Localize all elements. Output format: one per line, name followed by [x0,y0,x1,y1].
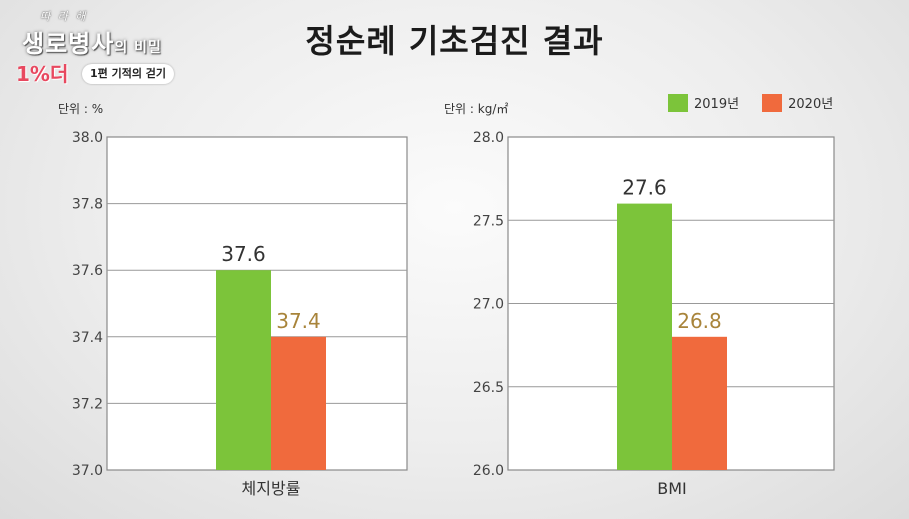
y-tick-label-1-0: 26.0 [473,463,504,479]
y-tick-label-1-4: 28.0 [473,130,504,146]
data-label-0-1: 37.4 [276,309,321,333]
y-tick-label-1-1: 26.5 [473,380,504,396]
category-label-1: BMI [657,479,687,498]
data-label-1-1: 26.8 [677,309,722,333]
y-tick-label-1-2: 27.0 [473,297,504,313]
episode-badge: 1편 기적의 걷기 [82,64,175,84]
logo-program-name: 생로병사의 비밀 [22,24,162,59]
legend-swatch-2019 [668,93,688,112]
page-title: 정순례 기초검진 결과 [305,22,604,60]
bar-1-1 [672,336,727,470]
legend-swatch-2020 [762,93,783,112]
data-label-1-0: 27.6 [622,176,667,200]
unit-label-0: 단위 : % [58,102,103,116]
y-tick-label-0-3: 37.6 [72,263,103,279]
logo-program-name-main: 생로병사 [22,30,115,58]
y-tick-label-0-2: 37.4 [72,330,103,346]
logo-mark: 1%더 [16,62,69,86]
logo-small-text: 따 라 해 [40,10,88,23]
y-tick-label-0-1: 37.2 [72,396,103,412]
category-label-0: 체지방률 [242,479,301,498]
unit-label-1: 단위 : kg/㎡ [444,102,508,116]
legend-label-2020: 2020년 [788,97,834,112]
chart-legend: 2019년 2020년 [668,92,851,112]
y-tick-label-0-0: 37.0 [72,463,103,479]
bar-0-1 [271,336,326,470]
legend-label-2019: 2019년 [694,97,740,112]
y-tick-label-0-4: 37.8 [72,197,103,213]
data-label-0-0: 37.6 [221,242,266,266]
program-logo: 따 라 해 생로병사의 비밀 1%더 1편 기적의 걷기 [14,6,194,86]
legend-item-2020: 2020년 [762,93,833,112]
y-tick-label-1-3: 27.5 [473,213,504,229]
logo-program-name-suffix: 의 비밀 [114,40,162,56]
bar-1-0 [617,203,672,470]
y-tick-label-0-5: 38.0 [72,130,103,146]
legend-item-2019: 2019년 [668,93,739,112]
bar-0-0 [216,270,271,470]
